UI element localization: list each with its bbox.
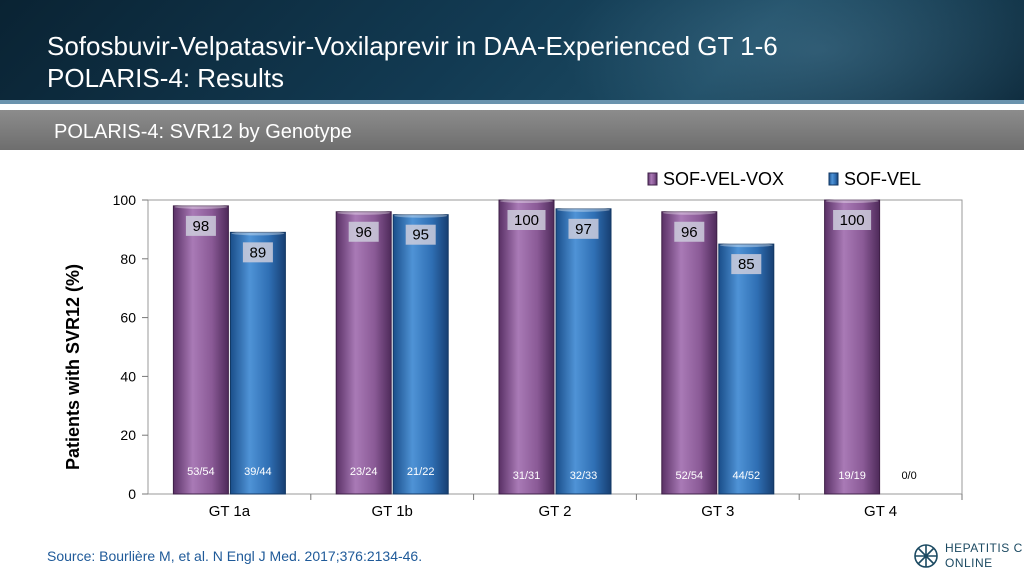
count-label: 44/52 xyxy=(733,470,761,482)
count-label: 21/22 xyxy=(407,466,435,478)
bar-highlight xyxy=(394,213,448,218)
y-tick-label: 0 xyxy=(128,486,136,502)
value-label-box xyxy=(185,215,216,236)
legend-label: SOF-VEL-VOX xyxy=(663,169,784,189)
bar-sof-vel-vox xyxy=(661,211,718,495)
bar-sof-vel-vox xyxy=(824,199,881,495)
count-label: 31/31 xyxy=(513,470,541,482)
bar-sof-vel xyxy=(555,208,612,495)
logo-wordmark: HEPATITIS C ONLINE xyxy=(945,541,1023,571)
count-label: 0/0 xyxy=(901,470,916,482)
x-tick-label: GT 4 xyxy=(864,503,897,520)
value-label: 89 xyxy=(250,244,267,261)
bar-sof-vel xyxy=(392,214,449,495)
bar-sof-vel xyxy=(718,243,775,495)
value-label-box xyxy=(507,210,546,230)
value-label-box xyxy=(348,221,379,242)
title-line-1: Sofosbuvir-Velpatasvir-Voxilaprevir in D… xyxy=(47,31,778,61)
bar-sof-vel-vox xyxy=(172,205,229,495)
y-tick-label: 100 xyxy=(113,192,137,208)
legend-swatch xyxy=(647,172,658,186)
y-axis: 0 20 40 60 80 100 xyxy=(113,192,148,502)
y-tick-label: 80 xyxy=(120,251,136,267)
subtitle-bar xyxy=(0,110,1024,150)
value-label-box xyxy=(674,221,705,242)
value-label-box xyxy=(731,254,762,275)
hepatitis-c-online-logo-icon xyxy=(914,544,938,568)
value-label-box xyxy=(242,242,273,263)
bar-sof-vel-vox xyxy=(335,211,392,495)
value-label: 100 xyxy=(514,212,539,229)
header-banner xyxy=(0,0,1024,104)
bar-highlight xyxy=(337,210,391,215)
value-label: 98 xyxy=(193,218,210,235)
bar-highlight xyxy=(825,199,879,203)
slide-title: Sofosbuvir-Velpatasvir-Voxilaprevir in D… xyxy=(47,30,778,94)
bar-highlight xyxy=(174,204,228,209)
bar-highlight xyxy=(500,199,553,203)
x-tick-label: GT 3 xyxy=(701,503,734,520)
value-label: 96 xyxy=(681,224,698,241)
bar-sof-vel xyxy=(229,231,286,495)
bar-series: 98 53/54 89 39/44 96 23/24 95 21/22 100 31/31 97 32… xyxy=(172,199,917,495)
value-label: 96 xyxy=(355,224,372,241)
header-glow xyxy=(560,0,1024,104)
y-tick-label: 40 xyxy=(120,368,136,384)
y-axis-title: Patients with SVR12 (%) xyxy=(63,264,83,470)
count-label: 32/33 xyxy=(570,470,598,482)
value-label: 100 xyxy=(840,212,865,229)
count-label: 23/24 xyxy=(350,466,378,478)
source-citation: Source: Bourlière M, et al. N Engl J Med… xyxy=(47,548,423,564)
count-label: 53/54 xyxy=(187,466,215,478)
x-tick-label: GT 1a xyxy=(209,503,251,520)
value-label: 95 xyxy=(412,227,429,244)
y-tick-label: 20 xyxy=(120,427,136,443)
svr12-bar-chart: 0 20 40 60 80 100 98 53/54 89 39/44 96 23/24 95 21/2… xyxy=(63,169,963,520)
value-label-box xyxy=(568,218,599,239)
bar-highlight xyxy=(662,210,716,215)
value-label: 85 xyxy=(738,256,755,273)
logo-line-1: HEPATITIS C xyxy=(945,541,1023,555)
count-label: 19/19 xyxy=(838,470,866,482)
value-label-box xyxy=(405,224,436,245)
legend-label: SOF-VEL xyxy=(844,169,921,189)
y-tick-label: 60 xyxy=(120,310,136,326)
logo-line-2: ONLINE xyxy=(945,556,993,570)
legend: SOF-VEL-VOX SOF-VEL xyxy=(647,169,921,189)
value-label-box xyxy=(833,210,872,230)
x-axis: GT 1a GT 1b GT 2 GT 3 GT 4 xyxy=(209,494,963,520)
x-tick-label: GT 2 xyxy=(538,503,571,520)
count-label: 39/44 xyxy=(244,466,272,478)
value-label: 97 xyxy=(575,221,592,238)
x-tick-label: GT 1b xyxy=(371,503,412,520)
legend-swatch xyxy=(828,172,839,186)
count-label: 52/54 xyxy=(676,470,704,482)
bar-sof-vel-vox xyxy=(498,199,555,495)
header-divider xyxy=(0,100,1024,104)
bar-highlight xyxy=(557,207,610,212)
bar-highlight xyxy=(719,243,773,248)
slide-subtitle: POLARIS-4: SVR12 by Genotype xyxy=(54,121,352,143)
title-line-2: POLARIS-4: Results xyxy=(47,63,284,93)
bar-highlight xyxy=(231,231,285,236)
